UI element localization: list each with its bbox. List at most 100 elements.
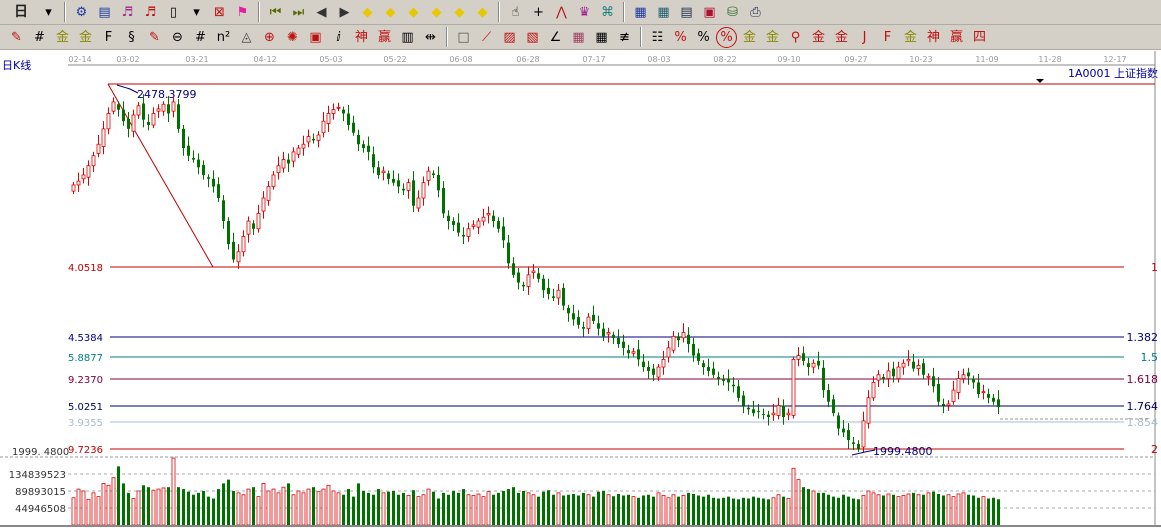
- candle-body: [406, 182, 411, 191]
- win-angle-icon[interactable]: 赢: [949, 29, 963, 45]
- move-right-icon[interactable]: ◆: [385, 4, 396, 20]
- marker-icon[interactable]: ⚲: [790, 29, 801, 45]
- spiral-icon[interactable]: §: [128, 29, 135, 45]
- wave-gold-icon[interactable]: 金: [811, 29, 825, 45]
- range-icon[interactable]: ⇹: [425, 29, 436, 45]
- gold-angle-icon[interactable]: 金: [903, 29, 917, 45]
- volume-bar: [256, 496, 261, 526]
- volume-bar: [926, 492, 931, 526]
- gold-bar-icon[interactable]: 金: [834, 29, 848, 45]
- god-angle-icon[interactable]: 神: [926, 29, 940, 45]
- candle-body: [642, 361, 645, 368]
- grid-icon[interactable]: ⌘: [601, 4, 614, 20]
- volume-bar: [151, 489, 156, 526]
- line-icon[interactable]: ⋀: [556, 4, 567, 20]
- volume-bar: [697, 495, 700, 525]
- calendar-icon[interactable]: ▦: [634, 4, 647, 20]
- gold-circle-icon[interactable]: 金: [742, 29, 756, 45]
- table-icon[interactable]: ☷: [651, 29, 664, 45]
- parallel-lines-icon[interactable]: #: [34, 29, 45, 45]
- calculator-icon[interactable]: ▦: [657, 4, 670, 20]
- volume-bar: [397, 494, 400, 525]
- period-select-button[interactable]: 日: [14, 4, 28, 20]
- brush-icon[interactable]: ✎: [149, 29, 160, 45]
- gold-lines-icon[interactable]: 金: [765, 29, 779, 45]
- network-icon[interactable]: ⛁: [727, 4, 738, 20]
- ruler-icon[interactable]: ▥: [401, 29, 414, 45]
- gold-split-icon[interactable]: 金: [55, 29, 69, 45]
- zoom-in-icon[interactable]: ◆: [454, 4, 465, 20]
- shirt-icon[interactable]: ♛: [578, 4, 591, 20]
- candle-body: [802, 353, 805, 361]
- first-icon[interactable]: ⏮: [269, 4, 282, 20]
- chart-9-icon[interactable]: ♬: [144, 4, 157, 20]
- candle-body: [776, 405, 781, 416]
- candle-dropdown-icon[interactable]: ▾: [193, 4, 200, 20]
- candle-body: [652, 368, 655, 375]
- win-icon[interactable]: 赢: [377, 29, 391, 45]
- candle-body: [326, 113, 331, 124]
- volume-bar: [122, 483, 125, 525]
- square-icon[interactable]: n²: [216, 29, 231, 45]
- next-icon[interactable]: ▶: [339, 4, 350, 20]
- restore-icon[interactable]: ⊠: [214, 4, 225, 20]
- percent-lines-icon[interactable]: %: [716, 26, 737, 48]
- candle-body: [827, 390, 830, 402]
- volume-bar: [217, 489, 220, 525]
- candle-body: [832, 399, 835, 414]
- kline-chart[interactable]: 02-14 03-02 03-21 04-12 05-03 05-22 06-08 06-28…: [0, 51, 1161, 527]
- candle-body: [807, 363, 810, 368]
- gold-target-icon[interactable]: 金: [78, 29, 92, 45]
- percent-icon[interactable]: %: [697, 29, 710, 45]
- candle-type-icon[interactable]: ▯: [169, 4, 178, 20]
- chart-3-icon[interactable]: ♬: [121, 4, 134, 20]
- f-angle-icon[interactable]: F: [883, 29, 892, 45]
- pen-icon[interactable]: ✎: [11, 29, 22, 45]
- candle-body: [321, 120, 326, 134]
- save-icon[interactable]: ▣: [703, 4, 716, 20]
- box-icon[interactable]: ▣: [309, 29, 322, 45]
- angle-icon[interactable]: ∠: [549, 29, 562, 45]
- last-icon[interactable]: ⏭: [292, 4, 305, 20]
- period-dropdown-icon[interactable]: ▾: [45, 4, 52, 20]
- volume-bar: [486, 491, 491, 526]
- volume-bar: [956, 493, 961, 526]
- fan-box2-icon[interactable]: ▧: [526, 29, 539, 45]
- notes-icon[interactable]: ▤: [98, 4, 111, 20]
- rect-icon[interactable]: □: [457, 29, 470, 45]
- volume-bar: [642, 495, 645, 525]
- move-left-icon[interactable]: ◆: [362, 4, 373, 20]
- volume-bar: [866, 490, 871, 526]
- flag-icon[interactable]: ⚑: [236, 4, 249, 20]
- fib-icon[interactable]: F: [104, 29, 113, 45]
- fan-icon[interactable]: ⟋: [481, 29, 492, 45]
- volume-bar: [732, 498, 735, 525]
- crosshair-icon[interactable]: +: [533, 4, 544, 20]
- candle-body: [117, 104, 120, 110]
- printer-icon[interactable]: ⎙: [750, 4, 761, 20]
- multiline-icon[interactable]: ≢: [619, 29, 630, 45]
- report-icon[interactable]: ▤: [680, 4, 693, 20]
- zoom-out-icon[interactable]: ◆: [477, 4, 488, 20]
- grid-a-icon[interactable]: ▦: [572, 29, 585, 45]
- target-icon[interactable]: ⊕: [264, 29, 275, 45]
- god-icon[interactable]: 神: [354, 29, 368, 45]
- prev-icon[interactable]: ◀: [316, 4, 327, 20]
- circle-icon[interactable]: ⊖: [172, 29, 183, 45]
- four-angle-icon[interactable]: 四: [972, 29, 986, 45]
- multi-chart-icon[interactable]: ⚙: [75, 4, 88, 20]
- period-lines-icon[interactable]: #: [195, 29, 206, 45]
- hand-icon[interactable]: ☝: [511, 4, 520, 20]
- percent-slash-icon[interactable]: %: [674, 29, 687, 45]
- volume-bar: [977, 497, 980, 525]
- chart-canvas[interactable]: 02-14 03-02 03-21 04-12 05-03 05-22 06-08 06-28…: [0, 51, 1161, 527]
- wave-icon[interactable]: ⅈ: [336, 29, 341, 45]
- volume-bar: [542, 491, 545, 525]
- triangle-icon[interactable]: ◬: [241, 29, 252, 45]
- expand-icon[interactable]: ◆: [408, 4, 419, 20]
- fan-box-icon[interactable]: ▨: [503, 29, 516, 45]
- j-angle-icon[interactable]: J: [862, 29, 867, 45]
- radar-icon[interactable]: ✺: [287, 29, 298, 45]
- shrink-icon[interactable]: ◆: [431, 4, 442, 20]
- grid-b-icon[interactable]: ▦: [595, 29, 608, 45]
